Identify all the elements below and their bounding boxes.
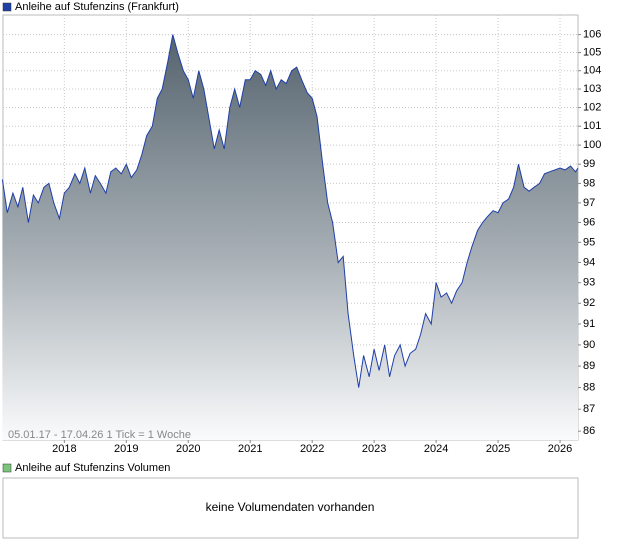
x-tick-label: 2025 [486, 443, 510, 455]
y-tick-label: 106 [583, 28, 601, 40]
y-tick-label: 100 [583, 139, 601, 151]
y-tick-label: 103 [583, 83, 601, 95]
y-tick-label: 104 [583, 65, 601, 77]
y-tick-label: 93 [583, 277, 595, 289]
y-tick-label: 96 [583, 216, 595, 228]
y-tick-label: 89 [583, 360, 595, 372]
y-tick-label: 86 [583, 425, 595, 437]
y-tick-label: 98 [583, 177, 595, 189]
y-tick-label: 87 [583, 403, 595, 415]
y-tick-label: 97 [583, 197, 595, 209]
x-tick-label: 2020 [176, 443, 200, 455]
x-tick-label: 2024 [424, 443, 448, 455]
y-tick-label: 92 [583, 297, 595, 309]
y-tick-label: 105 [583, 46, 601, 58]
x-tick-label: 2022 [300, 443, 324, 455]
x-tick-label: 2019 [114, 443, 138, 455]
line [1, 34, 579, 388]
y-tick-label: 102 [583, 101, 601, 113]
y-tick-label: 95 [583, 236, 595, 248]
legend-swatch [2, 2, 12, 12]
legend-label: Anleihe auf Stufenzins (Frankfurt) [15, 1, 179, 13]
y-tick-label: 90 [583, 339, 595, 351]
area [2, 34, 579, 440]
x-tick-label: 2018 [52, 443, 76, 455]
range-note: 05.01.17 - 17.04.26 1 Tick = 1 Woche [8, 429, 191, 441]
y-tick-label: 94 [583, 256, 595, 268]
volume-legend: Anleihe auf Stufenzins Volumen [15, 462, 170, 474]
x-tick-label: 2026 [548, 443, 572, 455]
y-tick-label: 91 [583, 318, 595, 330]
volume-frame [2, 477, 579, 539]
y-tick-label: 99 [583, 158, 595, 170]
x-tick-label: 2021 [238, 443, 262, 455]
y-tick-label: 101 [583, 120, 601, 132]
volume-message: keine Volumendaten vorhanden [206, 500, 375, 514]
x-tick-label: 2023 [362, 443, 386, 455]
y-tick-label: 88 [583, 381, 595, 393]
volume-swatch [2, 463, 12, 473]
